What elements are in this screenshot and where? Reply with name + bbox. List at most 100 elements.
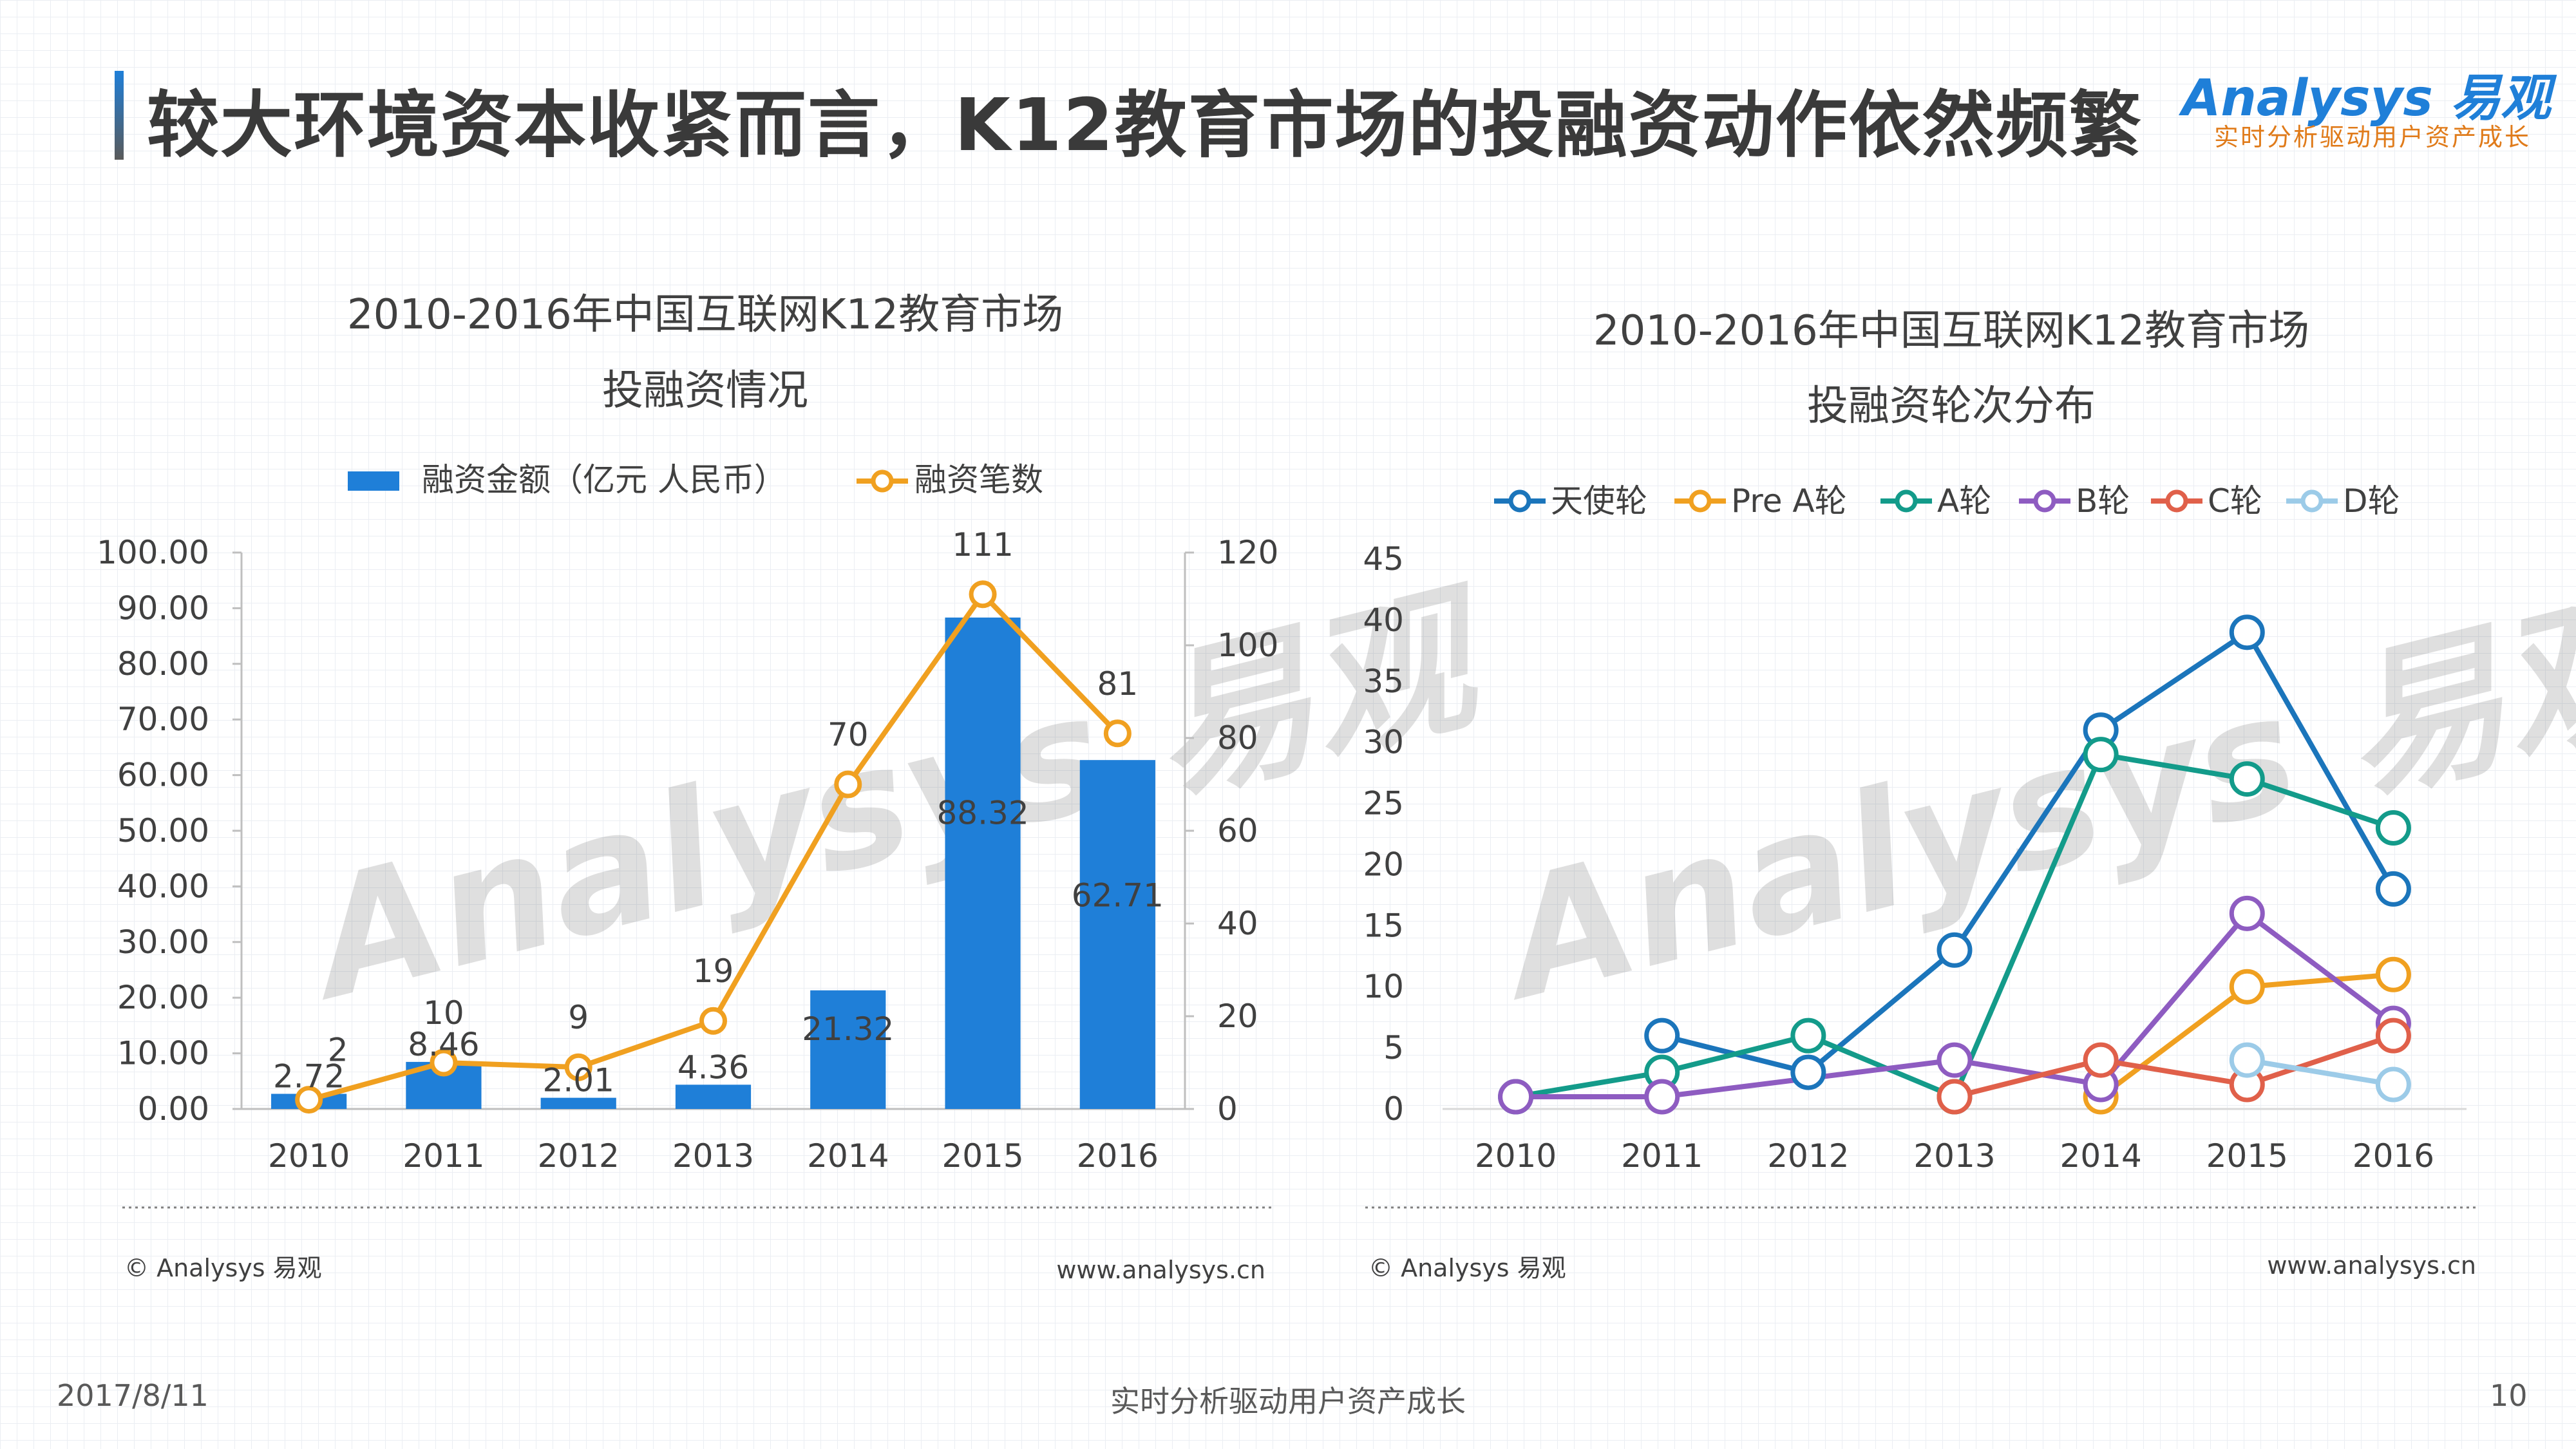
count-value-label: 70 (828, 716, 869, 753)
chart2-x-tick-label: 2014 (2060, 1137, 2142, 1175)
count-value-label: 81 (1097, 665, 1139, 703)
legend-label-c_round: C轮 (2208, 482, 2262, 520)
chart2-y-tick-label: 25 (1363, 785, 1404, 822)
bar-value-label: 21.32 (802, 1010, 894, 1048)
chart1-x-tick-label: 2012 (538, 1137, 620, 1175)
point-b_round-2013 (1937, 1042, 1973, 1078)
legend-label-b_round: B轮 (2076, 482, 2130, 520)
footer-date: 2017/8/11 (57, 1378, 209, 1413)
legend-label-d_round: D轮 (2343, 482, 2400, 520)
bar-2015 (945, 617, 1021, 1109)
chart1-left-tick-label: 40.00 (117, 867, 209, 905)
chart2-x-tick-label: 2012 (1767, 1137, 1849, 1175)
legend-marker-b_round (2033, 489, 2056, 513)
legend-label-pre_a: Pre A轮 (1731, 482, 1847, 520)
point-c_round-2014 (2083, 1042, 2119, 1078)
point-a_round-2014 (2083, 737, 2119, 773)
bar-2012 (540, 1097, 616, 1109)
chart2-website: www.analysys.cn (2267, 1251, 2476, 1280)
svg-text:Analysys 易观: Analysys 易观 (286, 562, 1509, 1037)
chart2-title: 2010-2016年中国互联网K12教育市场 (1593, 307, 2309, 355)
bar-2016 (1079, 760, 1155, 1109)
analysys-logo: Analysys 易观 实时分析驱动用户资产成长 (2182, 58, 2551, 155)
point-a_round-2012 (1790, 1018, 1826, 1054)
title-accent-bar (115, 71, 124, 160)
bar-2014 (810, 990, 886, 1109)
legend-marker-c_round (2165, 489, 2188, 513)
bar-value-label: 88.32 (937, 794, 1029, 831)
point-a_round-2015 (2229, 761, 2265, 797)
svg-text:Analysys 易观: Analysys 易观 (1477, 562, 2576, 1037)
chart2-y-tick-label: 40 (1363, 601, 1404, 639)
chart2-y-tick-label: 0 (1383, 1090, 1404, 1128)
chart2-y-tick-label: 30 (1363, 724, 1404, 761)
point-pre_a-2016 (2375, 956, 2411, 992)
chart2-y-tick-label: 5 (1383, 1029, 1404, 1066)
chart1-right-tick-label: 20 (1217, 998, 1258, 1035)
count-marker-2010 (295, 1086, 323, 1114)
count-marker-2016 (1103, 719, 1132, 748)
chart1-source: © Analysys 易观 (124, 1254, 322, 1282)
chart1-left-tick-label: 100.00 (97, 534, 209, 571)
count-marker-2014 (834, 770, 862, 799)
chart1-left-tick-label: 10.00 (117, 1035, 209, 1072)
series-line-c_round (1954, 1033, 2394, 1099)
chart1-right-tick-label: 40 (1217, 905, 1258, 942)
chart1-x-tick-label: 2014 (807, 1137, 889, 1175)
chart1-left-tick-label: 90.00 (117, 589, 209, 627)
point-b_round-2010 (1498, 1079, 1534, 1115)
point-d_round-2016 (2375, 1066, 2411, 1103)
point-angel-2015 (2229, 614, 2265, 650)
series-line-d_round (2246, 1057, 2394, 1087)
legend-marker-angel (1508, 489, 1531, 513)
point-angel-2011 (1644, 1018, 1680, 1054)
chart2-x-tick-label: 2011 (1621, 1137, 1703, 1175)
chart1-left-tick-label: 0.00 (138, 1090, 209, 1128)
footer-tagline: 实时分析驱动用户资产成长 (1110, 1384, 1466, 1419)
chart1-x-tick-label: 2011 (402, 1137, 484, 1175)
point-c_round-2016 (2375, 1018, 2411, 1054)
count-value-label: 2 (328, 1032, 348, 1069)
chart1-right-tick-label: 80 (1217, 719, 1258, 757)
count-value-label: 9 (568, 999, 589, 1036)
chart1-right-tick-label: 0 (1217, 1090, 1238, 1128)
series-line-angel (1661, 629, 2396, 1075)
point-a_round-2016 (2375, 810, 2411, 846)
chart1-left-tick-label: 20.00 (117, 979, 209, 1016)
chart2-y-tick-label: 10 (1363, 968, 1404, 1005)
point-angel-2016 (2375, 871, 2411, 907)
chart2-x-tick-label: 2013 (1913, 1137, 1995, 1175)
count-value-label: 19 (693, 952, 734, 990)
chart1-x-tick-label: 2016 (1077, 1137, 1159, 1175)
chart2-x-tick-label: 2016 (2353, 1137, 2434, 1175)
chart1-x-tick-label: 2010 (268, 1137, 350, 1175)
chart2-x-tick-label: 2015 (2206, 1137, 2288, 1175)
chart1-x-tick-label: 2013 (672, 1137, 754, 1175)
chart1-left-tick-label: 50.00 (117, 812, 209, 849)
point-pre_a-2015 (2229, 969, 2265, 1005)
logo-wordmark: Analysys 易观 (2182, 70, 2551, 128)
legend-line-marker (871, 469, 894, 493)
bar-value-label: 2.72 (273, 1057, 345, 1095)
point-c_round-2013 (1937, 1079, 1973, 1115)
logo-tagline: 实时分析驱动用户资产成长 (2214, 123, 2532, 151)
bar-2013 (675, 1084, 752, 1109)
chart2-y-tick-label: 15 (1363, 907, 1404, 944)
count-marker-2012 (564, 1053, 592, 1081)
legend-bar-label: 融资金额（亿元 人民币） (422, 461, 786, 498)
chart1-left-tick-label: 70.00 (117, 701, 209, 738)
chart1-title: 2010-2016年中国互联网K12教育市场 (347, 291, 1063, 339)
legend-marker-a_round (1895, 489, 1918, 513)
point-angel-2012 (1790, 1054, 1826, 1090)
chart1-left-tick-label: 30.00 (117, 923, 209, 961)
chart2-y-tick-label: 35 (1363, 663, 1404, 700)
point-angel-2013 (1937, 932, 1973, 968)
legend-line-label: 融资笔数 (914, 461, 1043, 498)
chart1-website: www.analysys.cn (1056, 1256, 1265, 1284)
bar-value-label: 4.36 (677, 1048, 749, 1086)
page-number: 10 (2490, 1378, 2528, 1413)
count-marker-2015 (969, 580, 997, 609)
series-line-b_round (1515, 909, 2395, 1100)
